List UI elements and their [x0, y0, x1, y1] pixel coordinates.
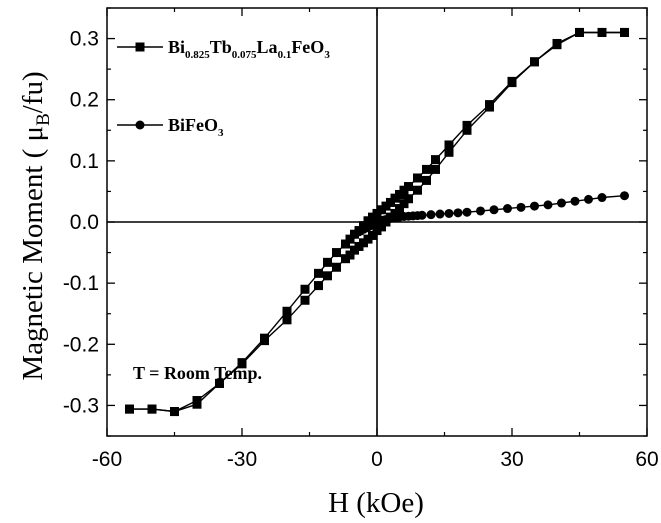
data-point-square	[368, 230, 377, 240]
legend-entry: Bi0.825Tb0.075La0.1FeO3	[117, 37, 330, 61]
data-point-square	[422, 164, 431, 174]
legend-label-part: 3	[218, 127, 224, 139]
data-point-circle	[476, 206, 485, 216]
legend-label-part: 0.1	[278, 49, 292, 61]
data-point-square	[431, 155, 440, 165]
data-point-circle	[570, 196, 580, 206]
data-point-circle	[584, 194, 593, 204]
data-point-square	[125, 404, 134, 414]
data-point-circle	[489, 205, 499, 215]
data-point-circle	[503, 204, 512, 214]
data-point-square	[597, 27, 607, 37]
legend-entry: BiFeO3	[117, 115, 224, 139]
data-point-square	[404, 194, 413, 204]
data-point-square	[363, 216, 373, 226]
data-point-square	[620, 27, 629, 37]
data-point-square	[323, 271, 332, 281]
data-point-square	[332, 248, 341, 258]
legend-label-part: Bi	[168, 37, 185, 57]
data-point-square	[345, 250, 355, 260]
data-point-square	[332, 262, 341, 272]
data-point-circle	[597, 193, 607, 203]
data-point-square	[170, 407, 179, 417]
legend-label-part: BiFeO	[168, 115, 218, 135]
data-point-square	[413, 185, 422, 195]
data-point-circle	[543, 200, 553, 210]
data-point-square	[135, 42, 145, 52]
data-point-square	[345, 234, 355, 244]
y-tick-label: -0.2	[63, 333, 99, 356]
legend-label-part: Tb	[210, 37, 232, 57]
data-point-square	[507, 78, 517, 88]
data-point-circle	[516, 202, 526, 212]
data-point-square	[399, 199, 409, 209]
y-tick-label: 0.2	[70, 89, 99, 112]
data-point-circle	[530, 201, 539, 211]
axis-ticks: -60 -30 0 30 60 -0.3 -0.2 -0.1 0.0 0.1 0.2 0.3	[63, 7, 659, 471]
data-point-circle	[426, 210, 436, 220]
data-point-circle	[462, 207, 472, 217]
data-point-square	[314, 268, 323, 278]
data-point-square	[530, 57, 539, 67]
data-point-circle	[435, 209, 445, 219]
y-tick-label: -0.3	[63, 394, 99, 417]
data-point-square	[462, 120, 472, 130]
data-point-circle	[444, 208, 454, 218]
temperature-annotation: T = Room Temp.	[133, 363, 262, 383]
data-point-circle	[557, 198, 566, 208]
x-axis-title: H (kOe)	[328, 487, 424, 519]
data-point-square	[462, 125, 472, 135]
data-point-square	[300, 284, 310, 294]
x-tick-label: -30	[227, 448, 257, 471]
x-tick-label: 30	[500, 448, 523, 471]
data-point-square	[413, 173, 422, 183]
data-point-circle	[620, 191, 629, 201]
y-axis-title: Magnetic Moment ( μB/fu)	[17, 71, 54, 380]
data-point-square	[395, 204, 404, 214]
legend-label: BiFeO3	[168, 115, 224, 139]
data-point-square	[444, 147, 454, 157]
legend-label: Bi0.825Tb0.075La0.1FeO3	[168, 37, 330, 61]
series-group	[125, 27, 629, 417]
x-tick-label: 0	[371, 448, 383, 471]
data-point-square	[300, 295, 310, 305]
data-point-square	[192, 399, 202, 409]
data-point-circle	[453, 208, 463, 218]
legend-label-part: 0.075	[232, 49, 257, 61]
data-point-circle	[417, 210, 427, 220]
data-point-circle	[135, 120, 145, 130]
data-point-square	[282, 306, 292, 316]
data-point-square	[215, 378, 224, 388]
series-bifeo3	[350, 191, 629, 239]
y-tick-label: -0.1	[63, 272, 99, 295]
data-point-square	[314, 281, 323, 291]
data-point-square	[282, 315, 292, 325]
data-point-square	[485, 102, 494, 112]
data-point-square	[444, 140, 454, 150]
legend-label-part: 0.825	[185, 49, 210, 61]
data-point-square	[323, 257, 332, 267]
legend-label-part: La	[257, 37, 278, 57]
x-tick-label: 60	[635, 448, 658, 471]
y-tick-label: 0.1	[70, 150, 99, 173]
x-tick-label: -60	[92, 448, 122, 471]
y-tick-label: 0.0	[70, 211, 99, 234]
data-point-square	[237, 359, 247, 369]
legend-label-part: FeO	[291, 37, 324, 57]
legend-label-part: 3	[324, 49, 330, 61]
data-point-square	[377, 222, 386, 232]
data-point-square	[552, 38, 562, 48]
data-point-square	[575, 27, 584, 37]
data-point-square	[147, 404, 157, 414]
data-point-square	[431, 164, 440, 174]
data-point-square	[422, 175, 431, 185]
data-point-square	[260, 336, 269, 346]
series-bi-tb-la-feo3	[125, 27, 629, 417]
data-point-square	[341, 239, 350, 249]
y-tick-label: 0.3	[70, 28, 99, 51]
